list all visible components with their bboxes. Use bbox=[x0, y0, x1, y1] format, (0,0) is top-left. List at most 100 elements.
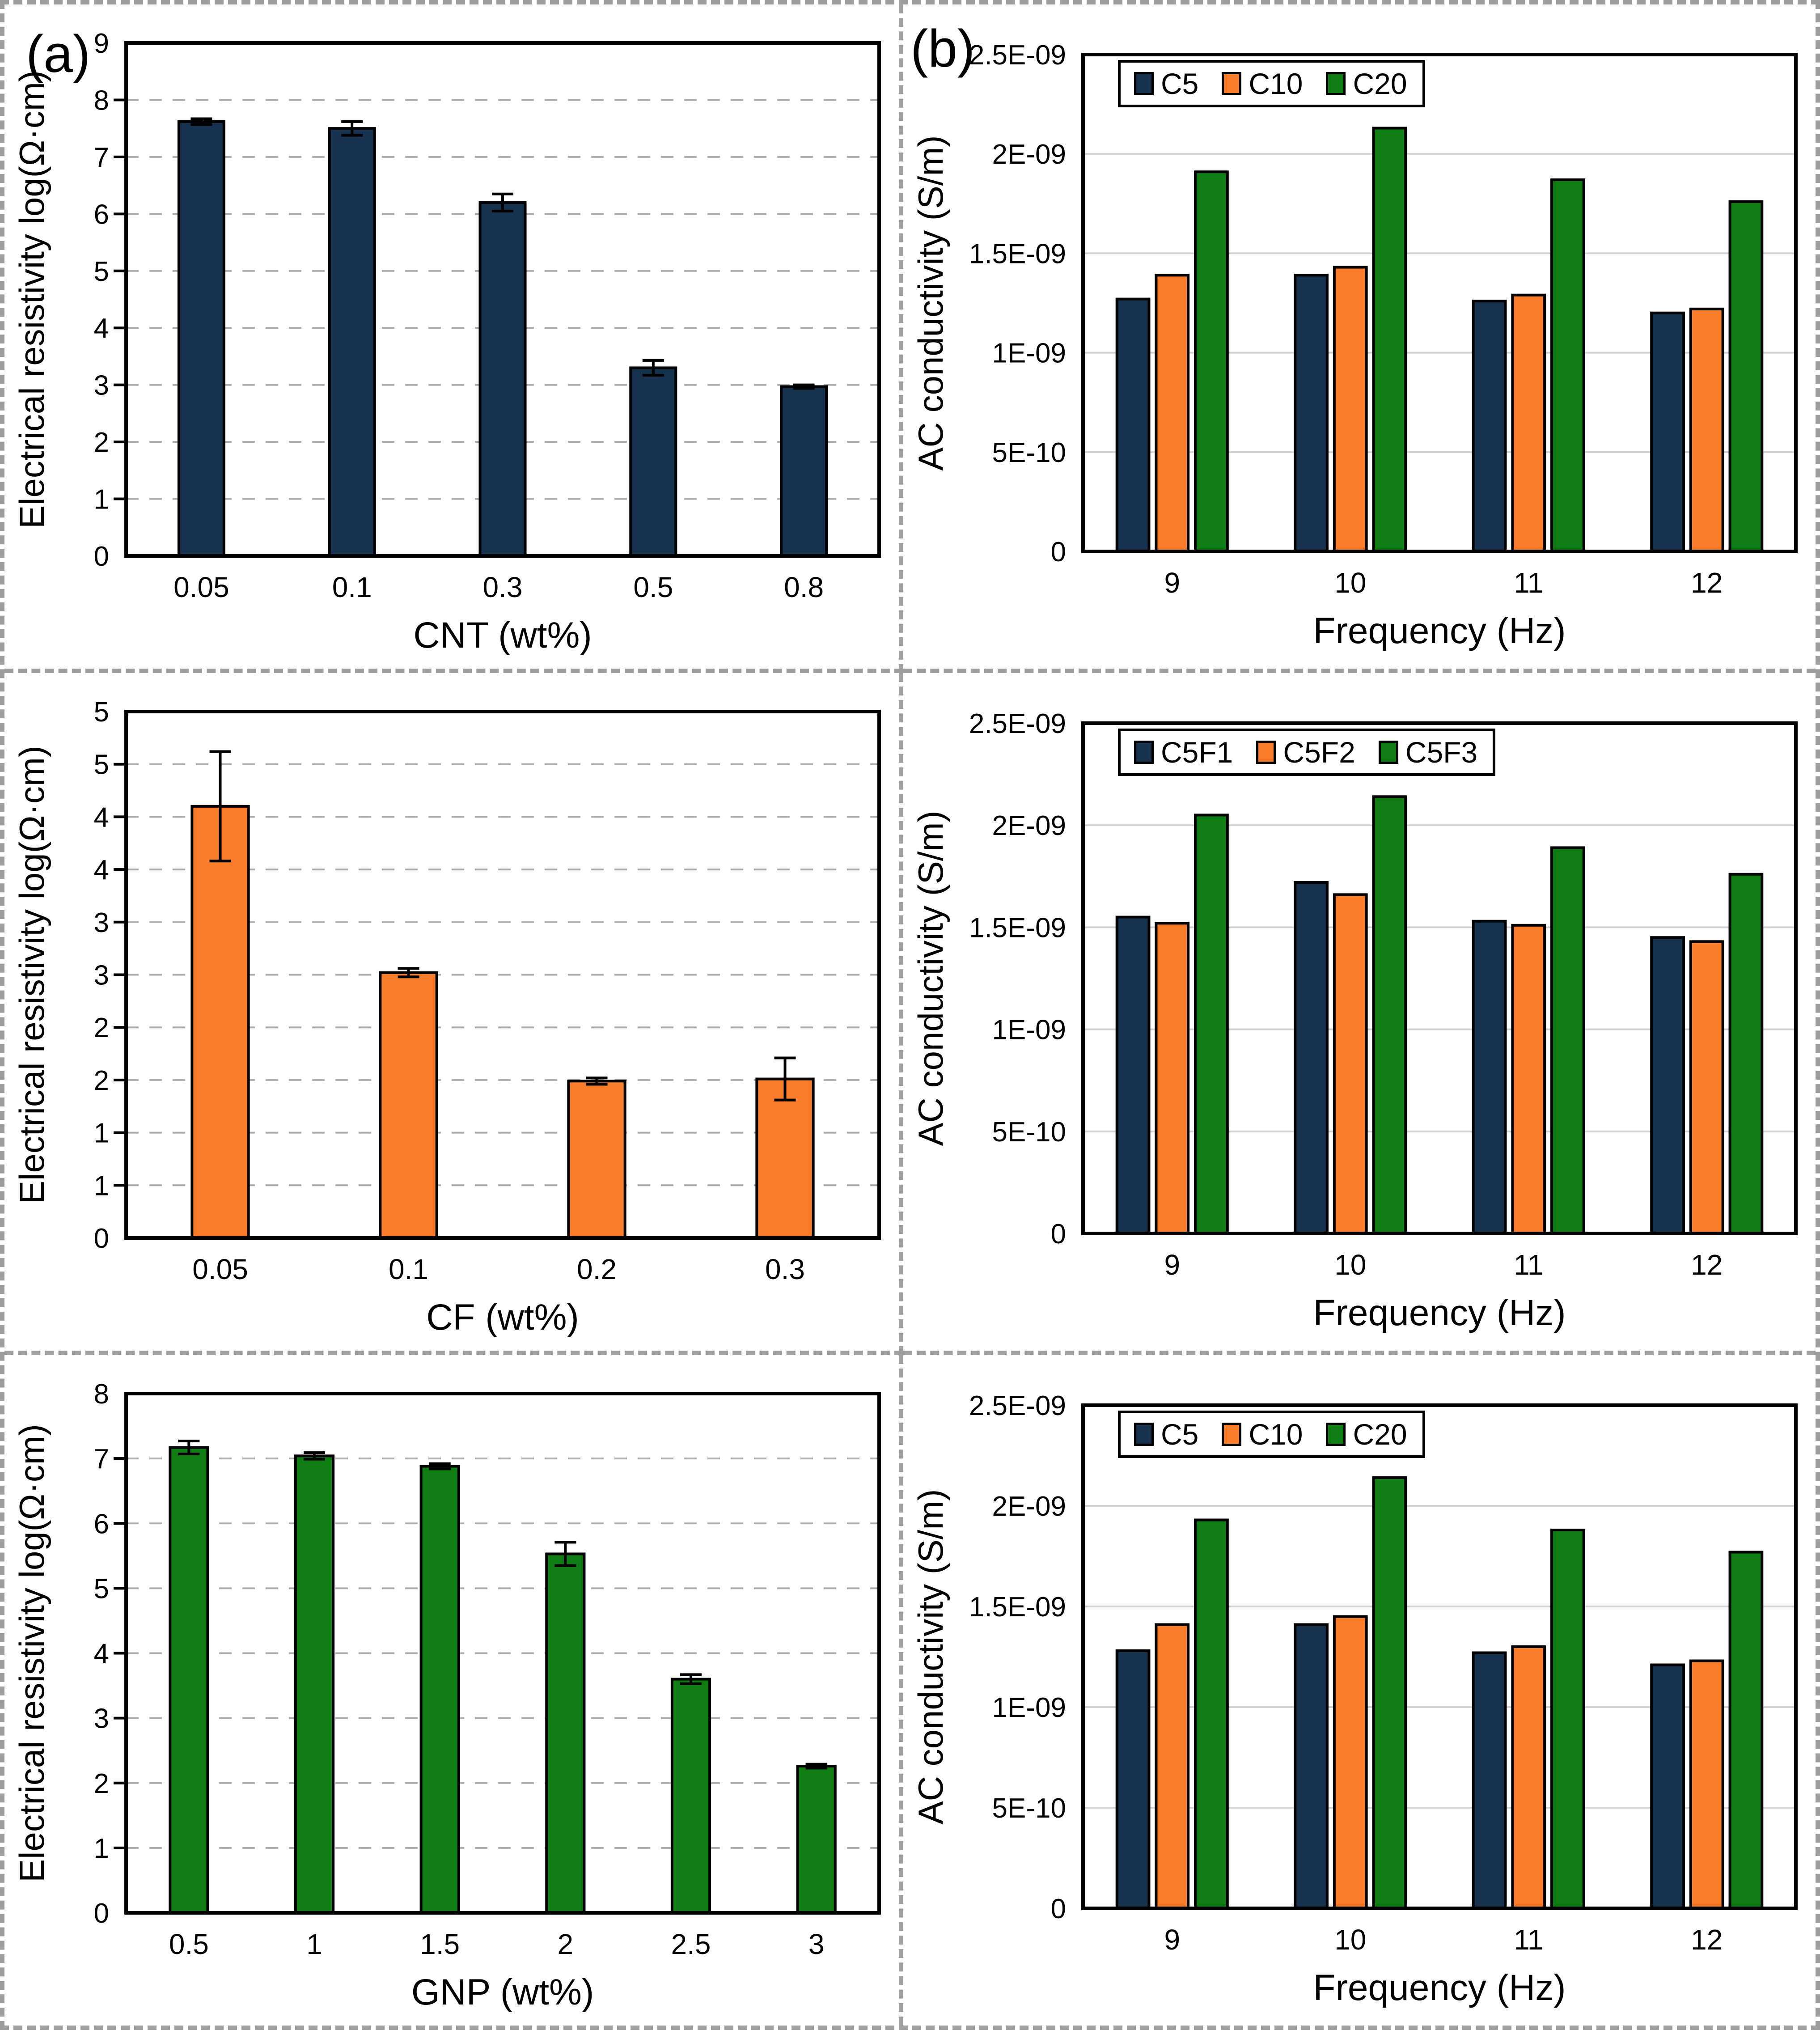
grouped-bar-chart-ac-mid: 0 5E-10 1E-09 1.5E-09 2E-09 2.5E-09 9 10 11 12 Fre… bbox=[911, 708, 1798, 1333]
chart-cell-resistivity-gnp: 0 1 2 3 4 5 6 7 8 0.5 1 1.5 2 2.5 3 GNP (wt%) Electrical… bbox=[4, 1355, 903, 2026]
y-tick-label: 1E-09 bbox=[992, 1692, 1066, 1723]
x-tick-label: 11 bbox=[1514, 1924, 1543, 1956]
chart-cell-ac-conductivity-mid: 0 5E-10 1E-09 1.5E-09 2E-09 2.5E-09 9 10 11 12 Fre… bbox=[903, 673, 1816, 1355]
y-tick-label: 0 bbox=[1051, 1219, 1066, 1250]
legend-label: C10 bbox=[1249, 67, 1303, 100]
y-tick-label: 1 bbox=[94, 1170, 109, 1201]
y-tick-label: 3 bbox=[94, 1704, 109, 1734]
y-tick-label: 1.5E-09 bbox=[969, 912, 1066, 943]
y-tick-label: 3 bbox=[94, 370, 109, 401]
y-tick-label: 5E-10 bbox=[992, 437, 1066, 468]
bar-C5F3 bbox=[1550, 846, 1585, 1235]
bar-C5F1 bbox=[1115, 915, 1151, 1235]
legend: C5F1 C5F2 C5F3 bbox=[1118, 729, 1496, 776]
bar-chart-resistivity-gnp: 0 1 2 3 4 5 6 7 8 0.5 1 1.5 2 2.5 3 GNP (wt%) Electrical… bbox=[12, 1379, 881, 2013]
chart-cell-ac-conductivity-top: (b) 0 5E-10 1E-09 1.5E-09 2E-09 2.5E-09 9 10 11 1… bbox=[903, 4, 1816, 673]
bar bbox=[190, 805, 250, 1239]
legend-item-C10: C10 bbox=[1222, 1420, 1303, 1449]
legend-swatch-icon bbox=[1378, 741, 1398, 764]
x-tick-label: 10 bbox=[1334, 567, 1366, 599]
legend-swatch-icon bbox=[1222, 72, 1242, 95]
y-tick-label: 5 bbox=[94, 1573, 109, 1604]
y-tick-label: 1E-09 bbox=[992, 338, 1066, 369]
x-tick-label: 0.3 bbox=[765, 1253, 805, 1285]
legend-item-C5: C5 bbox=[1134, 69, 1198, 98]
legend-item-C20: C20 bbox=[1326, 1420, 1407, 1449]
plot-border bbox=[1081, 721, 1798, 1235]
x-tick-label: 0.5 bbox=[633, 571, 673, 603]
y-tick-label: 0 bbox=[1051, 1894, 1066, 1924]
bar-C20 bbox=[1372, 127, 1407, 553]
bar-C5F3 bbox=[1194, 814, 1229, 1235]
y-axis-title: AC conductivity (S/m) bbox=[911, 136, 950, 471]
bar-C5F2 bbox=[1689, 940, 1724, 1235]
legend-swatch-icon bbox=[1134, 1423, 1154, 1446]
x-tick-label: 0.1 bbox=[389, 1253, 428, 1285]
bar-C5 bbox=[1115, 297, 1151, 553]
x-axis-title: CNT (wt%) bbox=[413, 615, 592, 656]
bar-C20 bbox=[1550, 1529, 1585, 1910]
y-tick-label: 4 bbox=[94, 313, 109, 344]
bar-C20 bbox=[1728, 1551, 1764, 1910]
bar-C10 bbox=[1155, 1623, 1190, 1910]
bar bbox=[328, 127, 376, 557]
y-tick-label: 2 bbox=[94, 1065, 109, 1096]
bar-C10 bbox=[1333, 1615, 1368, 1910]
x-tick-label: 9 bbox=[1164, 567, 1180, 599]
bar-C5F2 bbox=[1155, 922, 1190, 1235]
x-axis-title: Frequency (Hz) bbox=[1313, 1967, 1566, 2008]
bar bbox=[780, 385, 828, 557]
bar bbox=[629, 366, 677, 558]
legend-swatch-icon bbox=[1256, 741, 1276, 764]
bar-C5F3 bbox=[1372, 795, 1407, 1235]
y-tick-label: 0 bbox=[94, 541, 109, 572]
plot-border bbox=[1081, 1403, 1798, 1910]
y-tick-label: 6 bbox=[94, 199, 109, 230]
legend-swatch-icon bbox=[1326, 72, 1346, 95]
legend-label: C20 bbox=[1353, 1418, 1407, 1451]
y-tick-label: 2.5E-09 bbox=[969, 1390, 1066, 1421]
chart-cell-resistivity-cf: 0 1 1 2 2 3 3 4 4 5 5 0.05 0.1 0.2 0.3 CF (wt%) Electric… bbox=[4, 673, 903, 1355]
bar-C20 bbox=[1550, 178, 1585, 553]
legend: C5 C10 C20 bbox=[1118, 60, 1425, 107]
y-tick-label: 4 bbox=[94, 855, 109, 886]
x-tick-label: 0.5 bbox=[169, 1928, 209, 1960]
y-tick-label: 4 bbox=[94, 802, 109, 833]
bar-C5 bbox=[1472, 1651, 1507, 1910]
x-tick-label: 2 bbox=[558, 1928, 574, 1960]
bar bbox=[177, 120, 225, 557]
x-tick-label: 12 bbox=[1691, 1924, 1723, 1956]
bar bbox=[419, 1465, 460, 1915]
x-tick-label: 0.05 bbox=[174, 571, 229, 603]
plot-border bbox=[124, 41, 881, 558]
legend-swatch-icon bbox=[1134, 741, 1154, 764]
y-axis-title: Electrical resistivity log(Ω·cm) bbox=[12, 70, 51, 529]
bar bbox=[755, 1077, 815, 1240]
y-tick-label: 2 bbox=[94, 427, 109, 458]
bar-C5 bbox=[1650, 311, 1685, 553]
y-tick-label: 3 bbox=[94, 907, 109, 938]
bar-C5F2 bbox=[1333, 893, 1368, 1235]
x-tick-label: 0.1 bbox=[332, 571, 372, 603]
y-tick-label: 8 bbox=[94, 85, 109, 116]
y-tick-label: 1.5E-09 bbox=[969, 238, 1066, 269]
bar-C10 bbox=[1511, 1645, 1546, 1910]
bar bbox=[567, 1080, 626, 1240]
bar-chart-resistivity-cf: 0 1 1 2 2 3 3 4 4 5 5 0.05 0.1 0.2 0.3 CF (wt%) Electric… bbox=[12, 697, 881, 1338]
bar bbox=[545, 1552, 586, 1914]
bar-C20 bbox=[1194, 1518, 1229, 1910]
bar-C10 bbox=[1689, 1659, 1724, 1910]
legend-label: C5 bbox=[1161, 1418, 1199, 1451]
panel-label-b: (b) bbox=[910, 19, 975, 78]
bar-C5F2 bbox=[1511, 924, 1546, 1235]
panel-label-a: (a) bbox=[26, 25, 91, 84]
y-tick-label: 1.5E-09 bbox=[969, 1592, 1066, 1623]
legend-item-C5F1: C5F1 bbox=[1134, 737, 1233, 767]
bar-C5F1 bbox=[1650, 936, 1685, 1235]
x-tick-label: 10 bbox=[1334, 1924, 1366, 1956]
x-axis-title: Frequency (Hz) bbox=[1313, 610, 1566, 651]
x-tick-label: 11 bbox=[1514, 1249, 1543, 1281]
y-tick-label: 1 bbox=[94, 1118, 109, 1149]
y-tick-label: 0 bbox=[94, 1898, 109, 1929]
grouped-bar-chart-ac-bottom: 0 5E-10 1E-09 1.5E-09 2E-09 2.5E-09 9 10 11 12 Fre… bbox=[911, 1390, 1798, 2008]
